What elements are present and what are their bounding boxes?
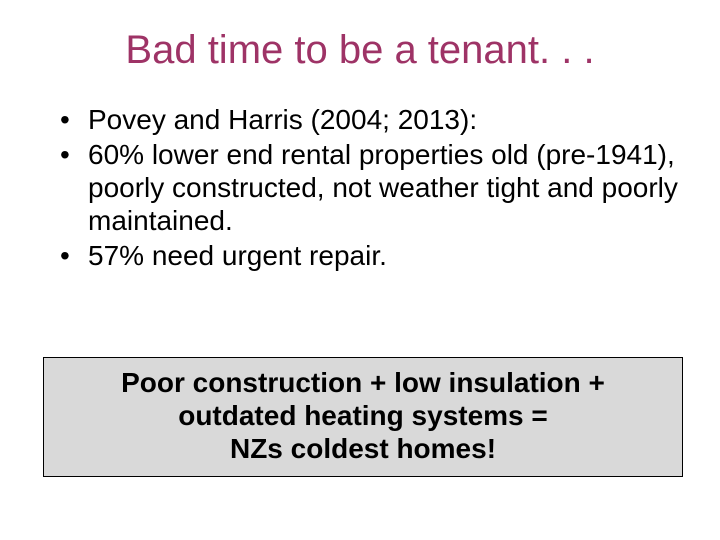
callout-box: Poor construction + low insulation + out… [43, 357, 683, 477]
callout-line: outdated heating systems = [44, 399, 682, 432]
slide-title: Bad time to be a tenant. . . [40, 28, 680, 73]
bullet-item: 60% lower end rental properties old (pre… [60, 138, 680, 237]
bullet-item: 57% need urgent repair. [60, 239, 680, 272]
callout-line: NZs coldest homes! [44, 432, 682, 465]
slide: Bad time to be a tenant. . . Povey and H… [0, 0, 720, 540]
callout-line: Poor construction + low insulation + [44, 366, 682, 399]
bullet-list: Povey and Harris (2004; 2013): 60% lower… [40, 103, 680, 272]
bullet-item: Povey and Harris (2004; 2013): [60, 103, 680, 136]
